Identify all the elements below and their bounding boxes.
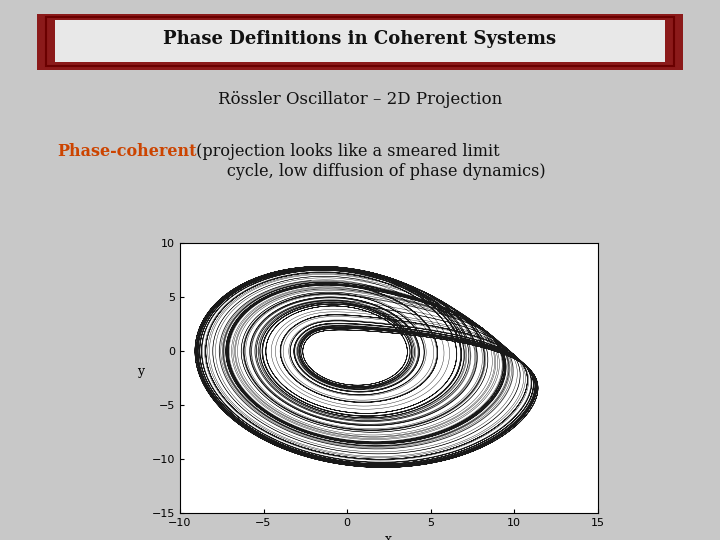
Text: (projection looks like a smeared limit
       cycle, low diffusion of phase dyna: (projection looks like a smeared limit c… xyxy=(191,143,546,180)
Text: Phase-coherent: Phase-coherent xyxy=(58,143,197,160)
Text: Phase Definitions in Coherent Systems: Phase Definitions in Coherent Systems xyxy=(163,30,557,48)
FancyBboxPatch shape xyxy=(37,14,683,70)
X-axis label: x: x xyxy=(385,534,392,540)
FancyBboxPatch shape xyxy=(55,21,665,62)
Y-axis label: y: y xyxy=(137,365,144,378)
FancyBboxPatch shape xyxy=(46,17,674,66)
Text: Rössler Oscillator – 2D Projection: Rössler Oscillator – 2D Projection xyxy=(218,91,502,109)
